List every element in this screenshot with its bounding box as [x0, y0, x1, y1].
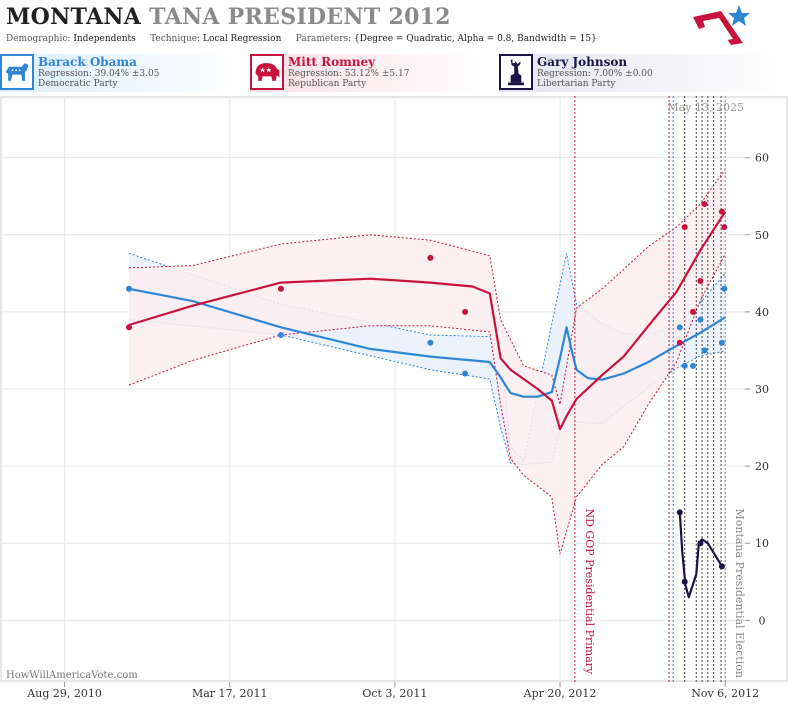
candidate-party: Republican Party — [288, 79, 367, 89]
candidate-party: Democratic Party — [38, 79, 118, 89]
candidate-party: Libertarian Party — [537, 79, 616, 89]
candidate-name: Mitt Romney — [288, 55, 376, 69]
poll-point — [125, 285, 132, 292]
poll-regression-chart: ND GOP Presidential Primary Montana Presi… — [0, 96, 788, 700]
liberty-icon — [499, 54, 533, 90]
poll-point — [681, 224, 688, 231]
candidate-regression: Regression: 39.04% ±3.05 — [38, 69, 160, 79]
lower-bound-line — [128, 253, 726, 555]
poll-point — [697, 316, 704, 323]
poll-point — [689, 308, 696, 315]
y-tick-label: 10 — [755, 537, 769, 550]
poll-point — [462, 308, 469, 315]
y-tick-label: 0 — [759, 614, 766, 627]
chart-parameters: Demographic: Independents Technique: Loc… — [6, 34, 597, 44]
x-axis: Aug 29, 2010 Mar 17, 2011 Oct 3, 2011 Apr 2… — [26, 682, 759, 700]
poll-point — [681, 578, 688, 585]
technique-value: Local Regression — [203, 34, 282, 44]
candidate-card-romney: Mitt Romney Regression: 53.12% ±5.17 Rep… — [250, 54, 496, 92]
series-lines — [128, 211, 727, 599]
parameters-value: {Degree = Quadratic, Alpha = 0.8, Bandwi… — [354, 34, 597, 44]
poll-point — [427, 254, 434, 261]
poll-point — [697, 540, 704, 547]
x-tick-label: Mar 17, 2011 — [192, 687, 268, 700]
confidence-band — [129, 169, 726, 555]
y-tick-label: 20 — [755, 460, 769, 473]
y-tick-label: 40 — [755, 306, 769, 319]
candidate-name: Barack Obama — [38, 55, 137, 69]
x-tick-label: Oct 3, 2011 — [362, 687, 427, 700]
poll-point — [676, 324, 683, 331]
confidence-bands — [128, 169, 726, 555]
y-tick-label: 60 — [755, 152, 769, 165]
y-axis: 0 10 20 30 40 50 60 — [745, 152, 769, 627]
poll-points — [125, 200, 728, 585]
candidate-regression: Regression: 7.00% ±0.00 — [537, 69, 653, 79]
demographic-value: Independents — [73, 34, 136, 44]
header: MONTANA TANA PRESIDENT 2012 Demographic:… — [0, 0, 789, 50]
x-tick-label: Nov 6, 2012 — [691, 687, 759, 700]
candidate-name: Gary Johnson — [537, 55, 628, 69]
poll-point — [718, 563, 725, 570]
poll-point — [427, 339, 434, 346]
poll-point — [697, 278, 704, 285]
event-label: ND GOP Presidential Primary — [583, 508, 596, 675]
poll-point — [689, 362, 696, 369]
poll-point — [681, 362, 688, 369]
demographic-label: Demographic: — [6, 34, 71, 44]
regression-line — [128, 287, 726, 398]
poll-point — [125, 324, 132, 331]
site-logo-icon[interactable] — [691, 3, 751, 47]
y-tick-label: 50 — [755, 229, 769, 242]
event-markers: ND GOP Presidential Primary Montana Presi… — [574, 96, 746, 682]
poll-point — [462, 370, 469, 377]
upper-bound-line — [128, 169, 726, 405]
poll-point — [701, 347, 708, 354]
poll-point — [718, 339, 725, 346]
date-stamp: May 13, 2025 — [667, 101, 744, 114]
technique-label: Technique: — [150, 34, 201, 44]
title-rest: TANA PRESIDENT 2012 — [149, 4, 451, 30]
event-label: Montana Presidential Election — [733, 508, 746, 677]
parameters-label: Parameters: — [295, 34, 352, 44]
candidate-card-johnson: Gary Johnson Regression: 7.00% ±0.00 Lib… — [499, 54, 789, 92]
donkey-icon — [0, 54, 34, 90]
poll-point — [701, 200, 708, 207]
poll-point — [676, 509, 683, 516]
regression-line — [128, 211, 727, 431]
x-tick-label: Aug 29, 2010 — [26, 687, 102, 700]
page-title: MONTANA TANA PRESIDENT 2012 — [6, 4, 451, 30]
candidate-card-obama: Barack Obama Regression: 39.04% ±3.05 De… — [0, 54, 248, 92]
elephant-icon — [250, 54, 284, 90]
y-tick-label: 30 — [755, 383, 769, 396]
regression-line — [678, 512, 723, 599]
x-tick-label: Apr 20, 2012 — [523, 687, 597, 700]
poll-point — [721, 285, 728, 292]
poll-point — [277, 332, 284, 339]
poll-point — [277, 285, 284, 292]
title-state: MONTANA — [6, 4, 142, 30]
poll-point — [721, 224, 728, 231]
watermark: HowWillAmericaVote.com — [6, 670, 138, 681]
candidate-regression: Regression: 53.12% ±5.17 — [288, 69, 410, 79]
poll-point — [718, 208, 725, 215]
poll-point — [676, 339, 683, 346]
